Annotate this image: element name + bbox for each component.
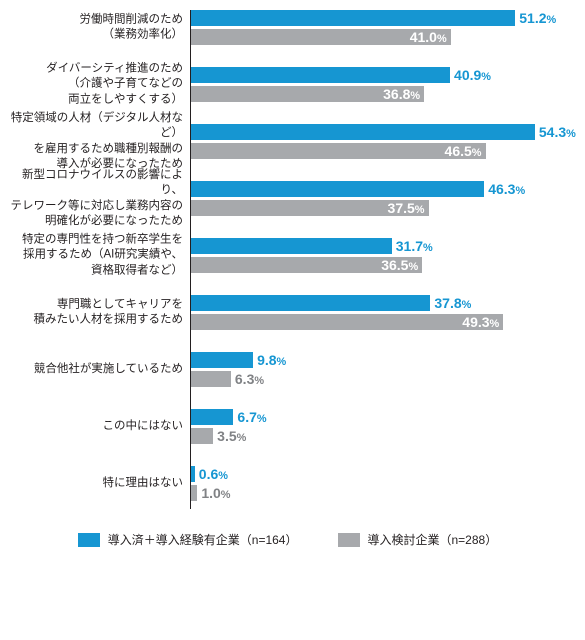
category-label: ダイバーシティ推進のため（介護や子育てなどの両立をしやすくする） (7, 61, 191, 108)
category-label: この中にはない (7, 419, 191, 435)
bar-a: 31.7% (191, 238, 570, 254)
category-label: 特定領域の人材（デジタル人材など）を雇用するため職種別報酬の導入が必要になったた… (7, 110, 191, 172)
plot-area: 労働時間削減のため（業務効率化）51.2%41.0%ダイバーシティ推進のため（介… (190, 10, 570, 509)
category-group: 新型コロナウイルスの影響により、テレワーク等に対応し業務内容の明確化が必要になっ… (191, 181, 570, 216)
category-label: 専門職としてキャリアを積みたい人材を採用するため (7, 297, 191, 328)
bar-b: 46.5% (191, 143, 570, 159)
legend-swatch-a (78, 533, 100, 547)
bar-value: 46.5% (445, 143, 482, 159)
category-group: 競合他社が実施しているため9.8%6.3% (191, 352, 570, 387)
category-label: 競合他社が実施しているため (7, 362, 191, 378)
category-group: 専門職としてキャリアを積みたい人材を採用するため37.8%49.3% (191, 295, 570, 330)
bar-b: 1.0% (191, 485, 570, 501)
category-label: 特定の専門性を持つ新卒学生を採用するため（AI研究実績や、資格取得者など） (7, 232, 191, 279)
bar-fill (191, 181, 484, 197)
bar-a: 37.8% (191, 295, 570, 311)
bar-fill (191, 428, 213, 444)
category-group: ダイバーシティ推進のため（介護や子育てなどの両立をしやすくする）40.9%36.… (191, 67, 570, 102)
bar-value: 46.3% (488, 181, 525, 197)
bar-a: 9.8% (191, 352, 570, 368)
legend-swatch-b (338, 533, 360, 547)
bar-fill (191, 371, 231, 387)
bar-value: 31.7% (396, 238, 433, 254)
bar-fill (191, 466, 195, 482)
bar-value: 1.0% (201, 485, 230, 501)
bar-fill (191, 409, 233, 425)
bar-fill (191, 314, 503, 330)
bar-fill (191, 124, 535, 140)
category-group: 労働時間削減のため（業務効率化）51.2%41.0% (191, 10, 570, 45)
bar-fill (191, 352, 253, 368)
bar-a: 6.7% (191, 409, 570, 425)
bar-b: 3.5% (191, 428, 570, 444)
bar-b: 41.0% (191, 29, 570, 45)
bar-value: 49.3% (462, 314, 499, 330)
bar-value: 37.8% (434, 295, 471, 311)
bar-value: 54.3% (539, 124, 576, 140)
bar-b: 37.5% (191, 200, 570, 216)
category-group: 特定領域の人材（デジタル人材など）を雇用するため職種別報酬の導入が必要になったた… (191, 124, 570, 159)
bar-value: 37.5% (388, 200, 425, 216)
legend-item-b: 導入検討企業（n=288） (338, 531, 498, 548)
bar-b: 6.3% (191, 371, 570, 387)
bar-a: 54.3% (191, 124, 570, 140)
legend-item-a: 導入済＋導入経験有企業（n=164） (78, 531, 298, 548)
bar-fill (191, 485, 197, 501)
legend-label-a: 導入済＋導入経験有企業（n=164） (108, 531, 298, 548)
bar-value: 6.7% (237, 409, 266, 425)
bar-fill (191, 143, 486, 159)
legend-label-b: 導入検討企業（n=288） (368, 531, 498, 548)
category-label: 特に理由はない (7, 476, 191, 492)
category-group: この中にはない6.7%3.5% (191, 409, 570, 444)
bar-value: 0.6% (199, 466, 228, 482)
bar-value: 3.5% (217, 428, 246, 444)
bar-b: 36.5% (191, 257, 570, 273)
category-group: 特に理由はない0.6%1.0% (191, 466, 570, 501)
bar-value: 40.9% (454, 67, 491, 83)
bar-a: 40.9% (191, 67, 570, 83)
bar-value: 36.8% (383, 86, 420, 102)
bar-value: 51.2% (519, 10, 556, 26)
bar-fill (191, 10, 515, 26)
bar-value: 9.8% (257, 352, 286, 368)
bar-b: 36.8% (191, 86, 570, 102)
bar-value: 6.3% (235, 371, 264, 387)
category-group: 特定の専門性を持つ新卒学生を採用するため（AI研究実績や、資格取得者など）31.… (191, 238, 570, 273)
bar-a: 0.6% (191, 466, 570, 482)
bar-a: 46.3% (191, 181, 570, 197)
bar-fill (191, 295, 430, 311)
legend: 導入済＋導入経験有企業（n=164） 導入検討企業（n=288） (0, 531, 575, 548)
bar-value: 41.0% (410, 29, 447, 45)
reasons-bar-chart: 労働時間削減のため（業務効率化） 51.2% 41.0% ダイバーシティ推進のため（介… (0, 10, 575, 548)
bar-a: 51.2% (191, 10, 570, 26)
category-label: 労働時間削減のため（業務効率化） (7, 12, 191, 43)
category-label: 新型コロナウイルスの影響により、テレワーク等に対応し業務内容の明確化が必要になっ… (7, 167, 191, 229)
bar-value: 36.5% (381, 257, 418, 273)
bar-b: 49.3% (191, 314, 570, 330)
bar-fill (191, 67, 450, 83)
bar-fill (191, 238, 392, 254)
